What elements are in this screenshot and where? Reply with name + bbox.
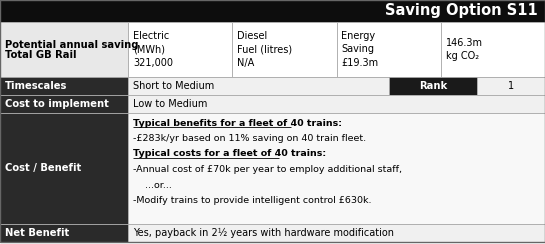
Text: Diesel
Fuel (litres)
N/A: Diesel Fuel (litres) N/A: [237, 31, 292, 68]
Text: Yes, payback in 2½ years with hardware modification: Yes, payback in 2½ years with hardware m…: [133, 228, 394, 238]
Text: -£283k/yr based on 11% saving on 40 train fleet.: -£283k/yr based on 11% saving on 40 trai…: [133, 134, 366, 143]
Text: Energy
Saving
£19.3m: Energy Saving £19.3m: [342, 31, 379, 68]
Text: Total GB Rail: Total GB Rail: [5, 51, 76, 61]
Bar: [128, 22, 232, 77]
Bar: [477, 77, 545, 95]
Text: Electric
(MWh)
321,000: Electric (MWh) 321,000: [133, 31, 173, 68]
Bar: [128, 113, 545, 224]
Text: ...or...: ...or...: [133, 181, 172, 190]
Text: 1: 1: [508, 81, 514, 91]
Bar: [0, 95, 128, 113]
Bar: [128, 224, 545, 242]
Bar: [389, 77, 477, 95]
Text: -Annual cost of £70k per year to employ additional staff,: -Annual cost of £70k per year to employ …: [133, 165, 402, 174]
Bar: [0, 0, 545, 22]
Bar: [128, 77, 389, 95]
Bar: [0, 113, 128, 224]
Text: Timescales: Timescales: [5, 81, 68, 91]
Text: Saving Option S11: Saving Option S11: [385, 3, 538, 19]
Text: -Modify trains to provide intelligent control £630k.: -Modify trains to provide intelligent co…: [133, 196, 372, 205]
Text: 146.3m
kg CO₂: 146.3m kg CO₂: [446, 38, 483, 61]
Bar: [0, 224, 128, 242]
Text: Cost to implement: Cost to implement: [5, 99, 109, 109]
Text: Typical costs for a fleet of 40 trains:: Typical costs for a fleet of 40 trains:: [133, 150, 326, 159]
Bar: [0, 22, 128, 77]
Bar: [232, 22, 336, 77]
Text: Low to Medium: Low to Medium: [133, 99, 208, 109]
Text: Potential annual saving: Potential annual saving: [5, 40, 138, 50]
Text: Cost / Benefit: Cost / Benefit: [5, 163, 81, 173]
Bar: [128, 95, 545, 113]
Bar: [336, 22, 441, 77]
Bar: [0, 77, 128, 95]
Text: Typical benefits for a fleet of 40 trains:: Typical benefits for a fleet of 40 train…: [133, 119, 342, 128]
Text: Short to Medium: Short to Medium: [133, 81, 214, 91]
Text: Rank: Rank: [419, 81, 447, 91]
Text: Net Benefit: Net Benefit: [5, 228, 69, 238]
Bar: [441, 22, 545, 77]
